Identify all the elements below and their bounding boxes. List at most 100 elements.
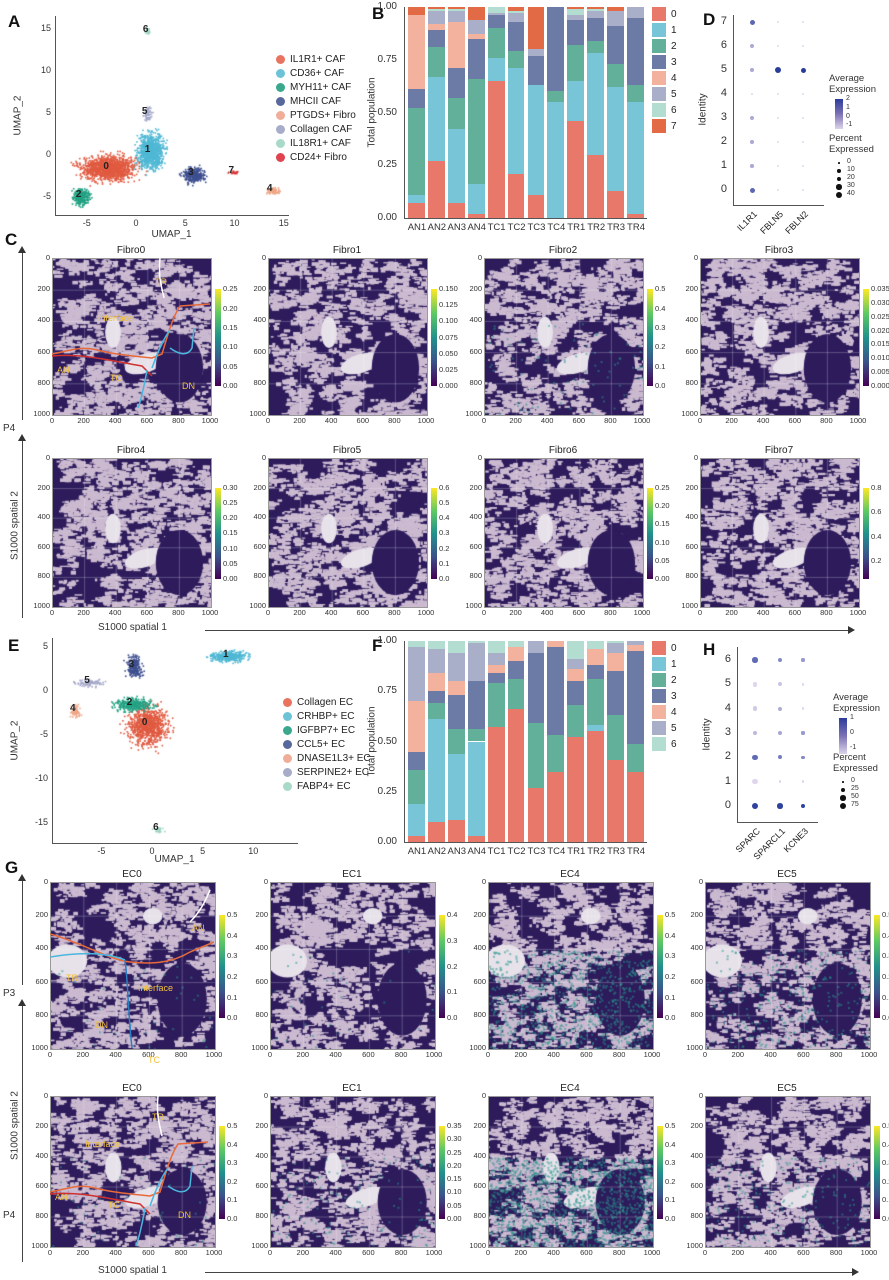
legend-marker [283,740,292,749]
y-tick-label: 1000 [33,601,50,610]
expression-dot [777,803,783,809]
size-legend-tick: 50 [851,793,859,800]
x-tick-label: 400 [540,416,554,425]
bar-segment [487,653,505,666]
legend-label: 6 [671,104,677,116]
y-tick-label: 1000 [469,1043,486,1052]
bar-segment [607,190,625,218]
size-legend-dot [836,176,842,182]
colorbar-tick-label: 0.1 [882,1195,889,1205]
colorbar-tick-label: 0.5 [227,1121,238,1130]
colorbar-tick-label: 0.30 [223,482,238,492]
size-legend-tick: 30 [847,182,855,189]
bar-segment [487,80,505,218]
expression-dot [776,188,780,192]
colorbar-tick-label: 0.030 [871,298,889,308]
legend-item: IL18R1+ CAF [276,138,351,149]
x-tick-label: 400 [329,1050,342,1059]
y-tick-label: 400 [253,315,266,325]
spatial-expression-map [270,882,436,1050]
colorbar [874,915,880,1019]
legend-label: 3 [671,690,677,702]
heatmap-title: Fibro2 [548,245,578,256]
umap-scatter-points [55,16,288,215]
cluster-label: 2 [75,189,82,201]
heatmap-title: EC5 [777,1083,797,1094]
y-tick-label: 1000 [686,1043,703,1052]
bar-segment [487,28,505,58]
legend-item: SERPINE2+ EC [283,767,369,778]
y-tick-label: 0 [263,877,268,886]
y-tick-label: 400 [35,943,48,953]
bar-segment [567,705,585,738]
region-label: DN [182,381,195,391]
bar-segment [487,15,505,29]
size-legend-title: Percent Expressed [833,752,878,774]
y-tick-label: 1000 [251,1241,268,1250]
expression-dot [801,116,805,120]
y-tick-label: 0 [477,453,482,462]
spatial-expression-map [270,1096,436,1248]
row-label-p4: P4 [3,423,16,434]
y-tick-label: 1000 [686,1241,703,1250]
colorbar-tick-label: 0.5 [227,910,238,920]
bar-segment [607,7,625,12]
bar-segment [607,671,625,716]
expression-dot [776,20,780,24]
bar-segment [607,63,625,88]
x-tick-label: 800 [604,416,617,425]
region-boundary [50,1141,209,1197]
bar-segment [567,80,585,121]
legend-label: 1 [671,658,677,670]
x-tick-label: 800 [388,608,401,617]
legend-label: CCL5+ EC [297,739,346,750]
cluster-label: 3 [188,167,194,179]
x-tick-label: 200 [725,416,738,425]
bar-segment [447,729,465,754]
colorbar-tick-label: 0.2 [227,1176,238,1186]
identity-tick-label: 3 [724,726,731,738]
legend-marker [276,97,285,106]
bar-segment [507,679,525,710]
legend-swatch [652,641,666,655]
colorbar-tick-label: 0.0 [882,1013,889,1023]
colorbar-tick-label: 0.020 [871,325,889,335]
spatial-expression-map [705,1096,871,1248]
dotplot-axes [733,15,824,206]
colorbar [863,487,869,580]
legend-label: 5 [671,88,677,100]
x-tick-label: 200 [731,1050,745,1059]
bar-segment [547,641,565,648]
bar-segment [447,68,465,98]
y-tick-label: -15 [34,817,48,827]
expression-dot [777,706,783,711]
region-boundary [52,354,153,377]
x-tick-label: 800 [172,416,185,425]
x-tick-label: 400 [764,1248,777,1257]
y-tick-label: 200 [255,910,268,920]
bar-segment [607,641,625,643]
x-tick-label: 600 [572,608,586,617]
legend-item: IL1R1+ CAF [276,54,345,65]
colorbar-tick-label: 0.3 [882,1158,889,1168]
expression-dot [801,20,805,24]
bar-segment [487,13,505,16]
legend-item: 2 [652,39,677,53]
color-legend-gradient [839,718,847,754]
x-tick-label: 1000 [205,1248,223,1257]
x-tick-label: 1000 [860,1050,878,1059]
colorbar-tick-label: 0.3 [882,951,889,961]
y-tick-label: 200 [35,910,48,920]
x-tick-label: 0 [481,416,487,425]
colorbar-tick-label: 0.0 [227,1214,238,1223]
bar-segment [427,161,445,218]
x-tick-label: 600 [356,416,370,425]
size-legend-tick: 10 [847,166,855,173]
x-tick-label: 600 [140,608,154,617]
colorbar-tick-label: 0.4 [227,1139,238,1149]
heatmap-title: Fibro3 [764,245,794,256]
bar-segment [447,21,465,69]
spatial-expression-map [488,1096,654,1248]
color-legend-tick: 1 [850,714,854,721]
x-tick-label: 400 [756,608,770,617]
